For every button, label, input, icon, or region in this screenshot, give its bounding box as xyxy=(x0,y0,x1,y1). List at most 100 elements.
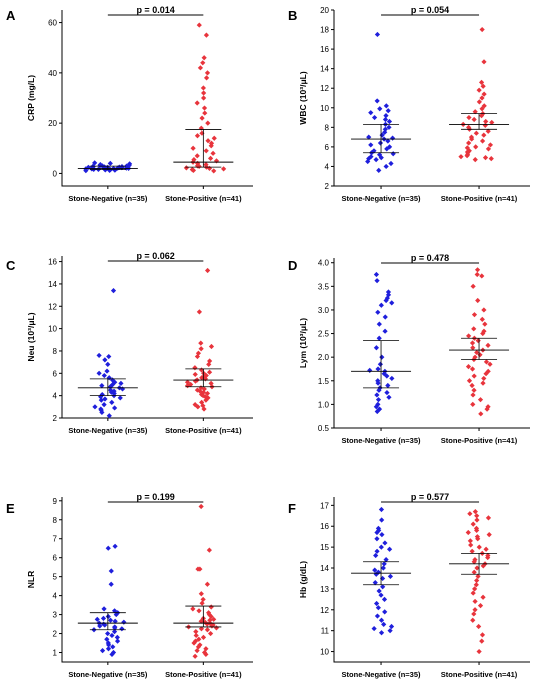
data-point xyxy=(205,138,211,144)
data-point xyxy=(485,342,491,348)
data-point xyxy=(96,352,102,359)
data-point xyxy=(472,509,478,515)
data-point xyxy=(477,603,484,609)
data-point xyxy=(375,380,381,386)
data-point xyxy=(465,529,471,536)
y-tick-label: 2 xyxy=(325,182,330,191)
data-point xyxy=(374,600,380,607)
data-point xyxy=(198,626,205,632)
data-point xyxy=(206,361,212,367)
y-tick-label: 0.5 xyxy=(318,424,330,433)
data-point xyxy=(474,527,480,534)
axes xyxy=(333,258,530,429)
data-point xyxy=(480,594,486,600)
p-value-label: p = 0.062 xyxy=(136,251,174,261)
data-point xyxy=(203,372,209,379)
data-point xyxy=(481,132,487,138)
y-tick-label: 4.0 xyxy=(318,259,330,268)
data-point xyxy=(376,406,383,412)
data-point xyxy=(476,87,482,93)
data-point xyxy=(106,375,112,381)
data-point xyxy=(83,168,89,174)
y-axis-label: WBC (10³/μL) xyxy=(298,71,308,125)
data-point xyxy=(468,542,474,548)
data-point xyxy=(475,297,481,304)
axes xyxy=(61,10,253,187)
data-point xyxy=(197,566,203,572)
data-point xyxy=(194,133,201,139)
data-point xyxy=(211,168,217,174)
data-point xyxy=(386,118,393,125)
x-category-label: Stone-Positive (n=41) xyxy=(441,670,518,679)
data-point xyxy=(382,126,388,132)
data-point xyxy=(204,390,211,397)
y-tick-label: 10 xyxy=(320,104,329,113)
y-tick-label: 5 xyxy=(53,573,58,582)
data-point xyxy=(198,346,204,352)
data-point xyxy=(195,644,202,650)
y-tick-label: 16 xyxy=(320,45,329,54)
data-point xyxy=(375,401,381,407)
series-stone-negative xyxy=(77,160,138,174)
data-point xyxy=(195,404,201,410)
data-point xyxy=(92,404,98,410)
data-point xyxy=(376,321,382,327)
y-tick-label: 14 xyxy=(320,564,329,573)
data-point xyxy=(375,397,382,403)
y-tick-label: 0 xyxy=(53,169,58,178)
data-point xyxy=(190,606,196,612)
data-point xyxy=(106,413,112,419)
data-point xyxy=(485,515,492,521)
data-point xyxy=(205,610,212,616)
data-point xyxy=(92,160,98,166)
axes xyxy=(61,256,253,419)
data-point xyxy=(472,157,478,163)
y-tick-label: 16 xyxy=(320,522,329,531)
data-point xyxy=(373,157,379,163)
y-tick-label: 4 xyxy=(53,592,58,601)
data-point xyxy=(105,361,111,367)
data-point xyxy=(390,151,396,157)
y-tick-label: 2 xyxy=(53,630,58,639)
x-category-label: Stone-Negative (n=35) xyxy=(342,194,421,203)
data-point xyxy=(381,596,388,602)
data-point xyxy=(99,409,105,416)
x-category-label: Stone-Negative (n=35) xyxy=(342,670,421,679)
data-point xyxy=(482,155,489,161)
data-point xyxy=(480,330,486,337)
y-tick-label: 8 xyxy=(53,347,58,356)
data-point xyxy=(479,26,485,33)
data-point xyxy=(472,557,478,563)
data-point xyxy=(386,546,393,552)
y-axis-label: Neu (10³/μL) xyxy=(26,312,36,361)
data-point xyxy=(376,527,382,534)
data-point xyxy=(388,160,394,167)
data-point xyxy=(472,586,478,592)
data-point xyxy=(378,544,384,550)
data-point xyxy=(183,165,189,171)
data-point xyxy=(196,608,202,614)
data-point xyxy=(207,617,213,623)
data-point xyxy=(368,154,374,160)
data-point xyxy=(192,401,198,408)
y-tick-label: 11 xyxy=(321,627,330,636)
data-point xyxy=(473,582,479,588)
x-category-label: Stone-Positive (n=41) xyxy=(441,436,518,445)
data-point xyxy=(483,359,490,365)
series-stone-positive xyxy=(173,267,234,412)
data-point xyxy=(213,158,220,164)
data-point xyxy=(378,592,384,598)
data-point xyxy=(473,130,479,136)
y-tick-label: 1.5 xyxy=(318,377,330,386)
data-point xyxy=(479,632,486,638)
data-point xyxy=(475,573,481,579)
data-point xyxy=(479,316,485,322)
y-tick-label: 8 xyxy=(53,516,58,525)
data-point xyxy=(201,95,207,101)
y-axis-label: CRP (mg/L) xyxy=(26,75,36,121)
data-point xyxy=(112,379,118,385)
data-point xyxy=(471,611,477,617)
data-point xyxy=(102,622,108,628)
data-point xyxy=(101,401,107,408)
data-point xyxy=(368,110,374,116)
